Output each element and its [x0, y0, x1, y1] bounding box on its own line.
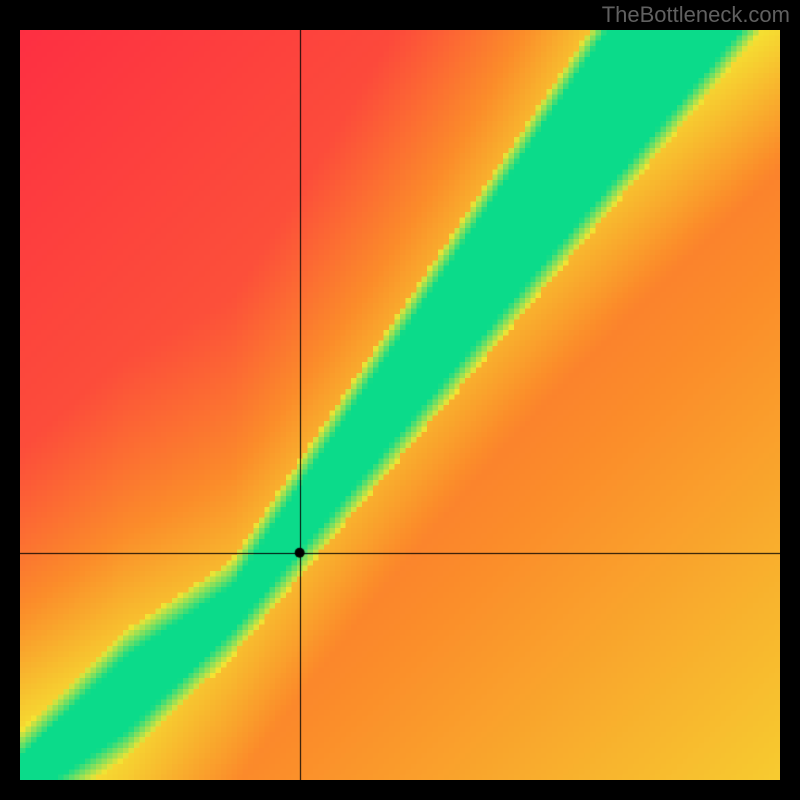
watermark-text: TheBottleneck.com: [602, 2, 790, 28]
chart-container: TheBottleneck.com: [0, 0, 800, 800]
plot-area: [20, 30, 780, 780]
heatmap-canvas: [20, 30, 780, 780]
